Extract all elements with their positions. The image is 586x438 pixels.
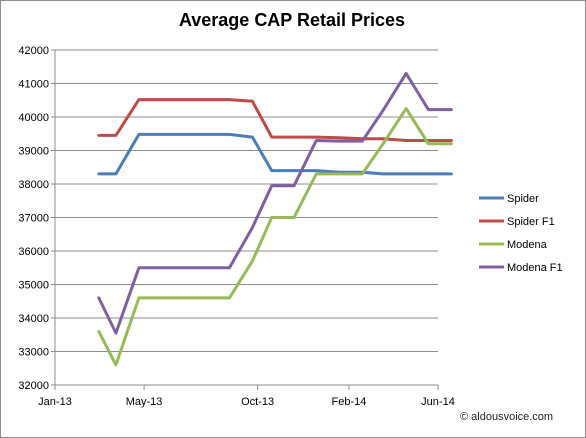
x-tick-label: Feb-14	[332, 396, 367, 408]
series-line-modena	[97, 107, 453, 367]
chart-title: Average CAP Retail Prices	[178, 10, 406, 30]
y-tick-label: 40000	[18, 112, 49, 124]
copyright-text: © aldousvoice.com	[460, 411, 554, 423]
axes: 32000 33000 34000 35000 36000 37000 38000 39000…	[18, 45, 454, 408]
series-line-spider	[97, 132, 453, 176]
y-tick-label: 35000	[18, 280, 49, 292]
series-lines	[97, 71, 453, 367]
legend-label-spider: Spider	[507, 193, 539, 205]
series-line-spider-f1	[97, 98, 453, 142]
gridlines	[55, 49, 438, 352]
legend-label-modena: Modena	[507, 239, 548, 251]
y-tick-label: 39000	[18, 146, 49, 158]
y-tick-label: 38000	[18, 179, 49, 191]
y-tick-label: 41000	[18, 79, 49, 91]
y-tick-label: 34000	[18, 313, 49, 325]
y-tick-label: 42000	[18, 45, 49, 57]
x-tick-label: Jan-13	[38, 396, 72, 408]
legend-label-modena-f1: Modena F1	[507, 262, 563, 274]
series-line-modena-f1	[97, 71, 453, 335]
legend: Spider Spider F1 Modena Modena F1	[479, 193, 563, 274]
x-tick-label: Oct-13	[241, 396, 274, 408]
x-tick-label: May-13	[126, 396, 163, 408]
x-tick-label: Jun-14	[421, 396, 455, 408]
y-tick-label: 33000	[18, 347, 49, 359]
y-tick-label: 37000	[18, 213, 49, 225]
y-tick-label: 32000	[18, 380, 49, 392]
legend-label-spider-f1: Spider F1	[507, 216, 555, 228]
y-tick-label: 36000	[18, 246, 49, 258]
